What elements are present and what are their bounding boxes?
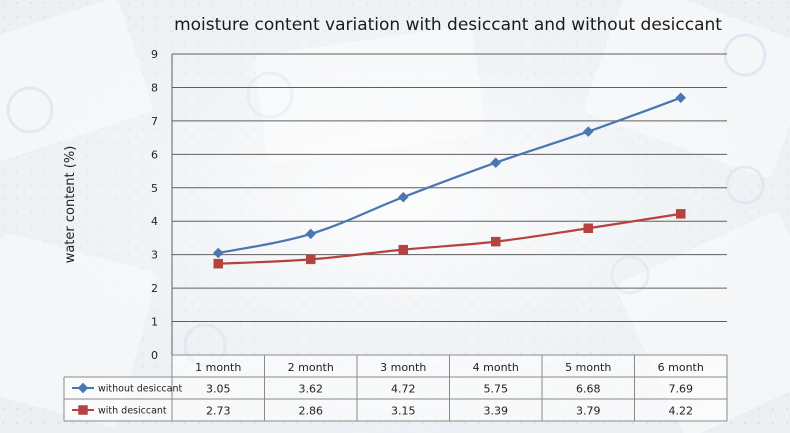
data-label: 4.72 — [391, 383, 416, 396]
data-table: 1 month 2 month 3 month 4 month 5 month 6 mon… — [63, 354, 728, 422]
data-point — [491, 236, 501, 247]
y-tick-label: 8 — [151, 81, 158, 94]
y-tick-label: 2 — [151, 282, 158, 295]
y-tick-label: 6 — [151, 148, 158, 161]
data-point — [305, 228, 317, 240]
data-label: 2.73 — [206, 405, 231, 418]
data-point — [676, 209, 686, 219]
data-label: 3.62 — [299, 383, 324, 396]
y-tick-label: 4 — [151, 215, 158, 228]
data-label: 3.15 — [391, 405, 416, 418]
chart-title: moisture content variation with desiccan… — [174, 15, 722, 35]
legend-entry: without desiccant — [98, 384, 182, 395]
x-category-label: 6 month — [658, 361, 704, 374]
y-tick-label: 9 — [151, 48, 158, 61]
legend-entry: with desiccant — [98, 406, 167, 417]
data-label: 4.22 — [669, 405, 694, 418]
x-category-label: 1 month — [195, 361, 241, 374]
x-category-label: 4 month — [473, 361, 519, 374]
data-label: 3.79 — [576, 405, 601, 418]
data-point — [212, 247, 224, 259]
data-label: 2.86 — [299, 405, 324, 418]
y-tick-label: 0 — [151, 349, 158, 362]
y-tick-labels: 0 1 2 3 4 5 6 7 8 9 — [151, 48, 158, 362]
legend-marker — [78, 405, 88, 415]
data-label: 5.75 — [484, 383, 509, 396]
data-label: 6.68 — [576, 383, 601, 396]
data-point — [675, 92, 687, 104]
data-point — [213, 258, 223, 269]
data-point — [398, 244, 408, 255]
data-label: 3.39 — [484, 405, 509, 418]
series-layer — [212, 92, 687, 269]
y-gridlines — [171, 53, 727, 355]
data-point — [397, 191, 409, 203]
legend-marker — [77, 382, 89, 394]
y-tick-label: 7 — [151, 115, 158, 128]
y-tick-label: 1 — [151, 316, 158, 329]
data-point — [490, 157, 502, 169]
x-category-label: 3 month — [380, 361, 426, 374]
data-label: 7.69 — [669, 383, 694, 396]
x-category-label: 2 month — [288, 361, 334, 374]
x-category-label: 5 month — [565, 361, 611, 374]
data-point — [306, 254, 316, 265]
series-line — [218, 212, 681, 265]
data-label: 3.05 — [206, 383, 231, 396]
series-line — [218, 96, 682, 255]
y-axis-label: water content (%) — [63, 146, 78, 264]
data-point — [582, 126, 594, 137]
data-point — [583, 223, 593, 233]
y-tick-label: 3 — [151, 249, 158, 262]
y-tick-label: 5 — [151, 182, 158, 195]
